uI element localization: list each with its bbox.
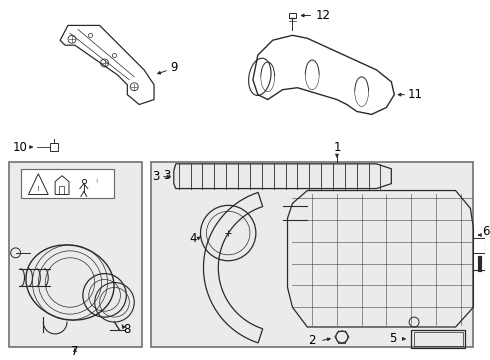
Text: 12: 12 bbox=[315, 9, 330, 22]
Text: !: ! bbox=[37, 185, 40, 192]
Bar bbox=[414, 332, 463, 346]
Bar bbox=[411, 330, 465, 348]
Text: 8: 8 bbox=[123, 323, 131, 337]
Text: 5: 5 bbox=[390, 332, 397, 345]
Bar bbox=[9, 162, 142, 347]
Text: 2: 2 bbox=[309, 334, 316, 347]
Text: 4: 4 bbox=[190, 231, 197, 244]
Bar bbox=[289, 13, 296, 18]
Bar bbox=[59, 186, 64, 194]
Text: 1: 1 bbox=[333, 140, 341, 153]
Text: 7: 7 bbox=[71, 345, 79, 358]
Bar bbox=[151, 162, 473, 347]
Text: 3: 3 bbox=[163, 169, 171, 182]
Text: 9: 9 bbox=[170, 62, 177, 75]
Text: 11: 11 bbox=[408, 88, 423, 101]
Text: 3: 3 bbox=[152, 170, 160, 183]
Text: 6: 6 bbox=[482, 225, 490, 238]
Text: 10: 10 bbox=[13, 140, 28, 153]
Text: !: ! bbox=[96, 179, 98, 184]
Bar bbox=[50, 143, 58, 151]
Bar bbox=[21, 169, 115, 198]
